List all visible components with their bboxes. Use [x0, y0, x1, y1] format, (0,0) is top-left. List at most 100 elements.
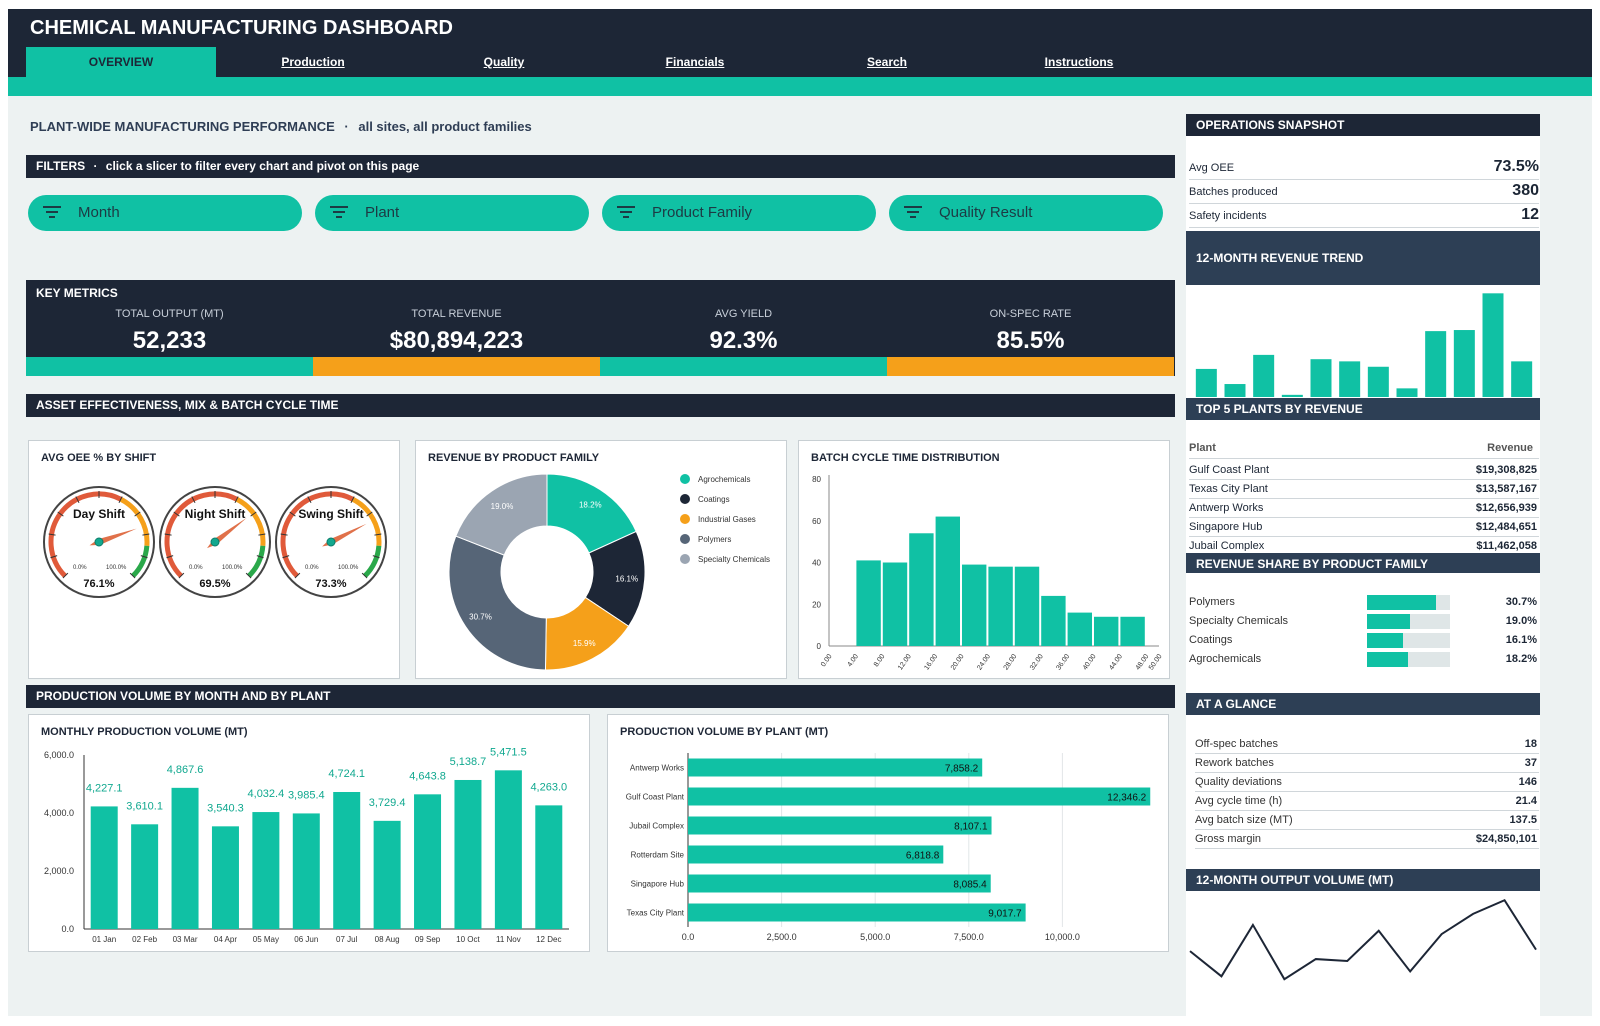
bar-value-label: 3,729.4 [369, 797, 406, 809]
x-tick-label: 50.00 [1148, 653, 1164, 671]
revenue-donut-chart: 18.2% 16.1% 15.9% 30.7% 19.0% Agrochemicals Co… [448, 473, 770, 671]
revenue-family-card: REVENUE BY PRODUCT FAMILY 18.2% 16.1% 15.9… [415, 440, 787, 679]
top5-row: Gulf Coast Plant $19,308,825 [1189, 462, 1539, 480]
batch-cycle-histogram: 0 20 40 60 80 0.00 4.00 8.00 12.00 16.00 20.00 24.0… [812, 475, 1164, 672]
revenue-trend-bar [1367, 366, 1389, 397]
slicer-plant[interactable]: Plant [315, 195, 589, 231]
bar-value-label: 4,227.1 [86, 782, 123, 794]
gauge-tick [294, 572, 301, 579]
tab-quality[interactable]: Quality [483, 55, 525, 69]
donut-title: REVENUE BY PRODUCT FAMILY [428, 452, 600, 464]
gauge-tick [350, 496, 355, 504]
x-tick-label: 40.00 [1082, 653, 1098, 671]
family-name: Agrochemicals [1189, 653, 1262, 665]
glance-row: Avg cycle time (h) 21.4 [1195, 793, 1539, 811]
share-bar-track [1367, 614, 1450, 629]
legend-label: Coatings [698, 495, 730, 504]
glance-value: 137.5 [1509, 814, 1537, 826]
histogram-bar [1120, 616, 1145, 646]
gauge-tick [280, 533, 288, 536]
tab-search[interactable]: Search [866, 55, 908, 69]
month-bar [90, 806, 118, 929]
plant-production-chart: 0.0 2,500.0 5,000.0 7,500.0 10,000.0 7,858.2 A… [626, 753, 1151, 942]
donut-slice-label: 19.0% [491, 502, 514, 511]
plant-bar [688, 845, 944, 864]
slicer-label: Quality Result [939, 204, 1033, 221]
y-tick-label: Texas City Plant [627, 909, 685, 918]
tab-financials[interactable]: Financials [665, 55, 725, 69]
legend-label: Specialty Chemicals [698, 555, 770, 564]
page-title-text: PLANT-WIDE MANUFACTURING PERFORMANCE [30, 119, 335, 134]
gauge-min-label: 0.0% [305, 565, 319, 571]
legend-swatch [680, 494, 690, 504]
row-value: 73.5% [1493, 158, 1539, 175]
y-tick-label: 4,000.0 [44, 808, 74, 818]
bar-value-label: 3,610.1 [126, 800, 163, 812]
tab-instructions[interactable]: Instructions [1044, 55, 1114, 69]
glance-label: Avg cycle time (h) [1195, 795, 1283, 807]
gauge-tick [129, 572, 136, 579]
glance-value: 37 [1524, 757, 1537, 769]
slicer-product-family[interactable]: Product Family [602, 195, 876, 231]
output-trend-line [1189, 898, 1537, 981]
x-tick-label: 10,000.0 [1045, 932, 1080, 942]
plant-bar [688, 758, 983, 777]
gauge-hub [210, 537, 220, 547]
histogram-bar [856, 560, 881, 646]
kpi-value: $80,894,223 [389, 327, 524, 354]
gauge-tick [372, 555, 380, 559]
x-tick-label: 07 Jul [336, 935, 358, 944]
glance-value: 18 [1524, 738, 1537, 750]
share-bar-fill [1367, 595, 1436, 610]
output-trend-chart [1189, 898, 1537, 981]
bar-value-label: 9,017.7 [988, 909, 1022, 920]
snapshot-row: Safety incidents 12 [1189, 206, 1539, 228]
y-tick-label: 80 [812, 475, 821, 484]
kpi-avg-yield: AVG YIELD 92.3% [600, 308, 887, 355]
gauge-max-label: 100.0% [338, 565, 359, 571]
kpi-label: TOTAL REVENUE [411, 308, 502, 320]
gauge-band [351, 497, 382, 546]
month-bar [171, 787, 199, 929]
slicer-quality-result[interactable]: Quality Result [889, 195, 1163, 231]
plant-revenue: $11,462,058 [1476, 540, 1537, 552]
revenue-trend-bar [1453, 330, 1475, 397]
share-title: REVENUE SHARE BY PRODUCT FAMILY [1186, 551, 1540, 573]
gauge-tick [245, 572, 252, 579]
filters-hint: click a slicer to filter every chart and… [105, 159, 420, 173]
plant-bar [688, 787, 1151, 806]
share-row: Agrochemicals 18.2% [1189, 651, 1539, 669]
filter-icon [617, 206, 635, 218]
glance-row: Quality deviations 146 [1195, 774, 1539, 792]
tab-production[interactable]: Production [281, 55, 345, 69]
row-label: Batches produced [1189, 186, 1278, 198]
plant-name: Texas City Plant [1189, 483, 1268, 495]
family-name: Specialty Chemicals [1189, 615, 1289, 627]
share-row: Polymers 30.7% [1189, 594, 1539, 612]
bar-value-label: 8,085.4 [953, 880, 987, 891]
x-tick-label: 05 May [253, 935, 279, 944]
gauge-shift-name: Night Shift [185, 507, 246, 521]
bar-value-label: 4,032.4 [248, 788, 285, 800]
x-tick-label: 16.00 [923, 653, 939, 671]
gauge-shift-name: Swing Shift [298, 507, 363, 521]
bar-value-label: 4,867.6 [167, 764, 204, 776]
gauge-shift-name: Day Shift [73, 507, 125, 521]
share-bar-track [1367, 633, 1450, 648]
bar-value-label: 5,471.5 [490, 746, 527, 758]
kpi-value: 52,233 [132, 327, 207, 354]
top5-title: TOP 5 PLANTS BY REVENUE [1186, 398, 1540, 420]
donut-slice-label: 18.2% [579, 501, 602, 510]
donut-slice [448, 535, 547, 671]
gauge-tick [62, 572, 69, 579]
gauge-tick [134, 511, 141, 517]
slicer-month[interactable]: Month [28, 195, 302, 231]
tab-overview[interactable]: OVERVIEW [26, 47, 216, 77]
legend-label: Industrial Gases [698, 515, 756, 524]
bar-value-label: 5,138.7 [450, 756, 487, 768]
gauge-band [119, 497, 150, 546]
x-tick-label: 09 Sep [415, 935, 441, 944]
x-tick-label: 11 Nov [496, 935, 521, 944]
glance-label: Off-spec batches [1195, 738, 1278, 750]
y-tick-label: Rotterdam Site [631, 851, 685, 860]
